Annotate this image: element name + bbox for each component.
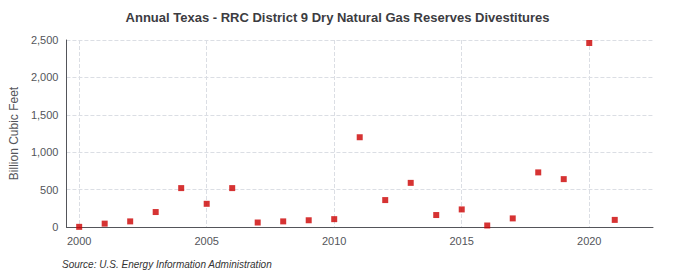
svg-text:1,500: 1,500 [31,109,59,121]
svg-text:1,000: 1,000 [31,146,59,158]
svg-text:Billion Cubic Feet: Billion Cubic Feet [7,86,21,180]
svg-text:Annual Texas - RRC District 9: Annual Texas - RRC District 9 Dry Natura… [126,10,550,25]
svg-text:2,500: 2,500 [31,34,59,46]
svg-text:2005: 2005 [194,235,218,247]
svg-text:0: 0 [52,221,58,233]
svg-text:2015: 2015 [449,235,473,247]
svg-text:2020: 2020 [577,235,601,247]
svg-text:2,000: 2,000 [31,71,59,83]
svg-text:2010: 2010 [322,235,346,247]
svg-text:Source: U.S. Energy Informatio: Source: U.S. Energy Information Administ… [62,259,272,270]
svg-text:2000: 2000 [67,235,91,247]
svg-text:500: 500 [40,184,58,196]
